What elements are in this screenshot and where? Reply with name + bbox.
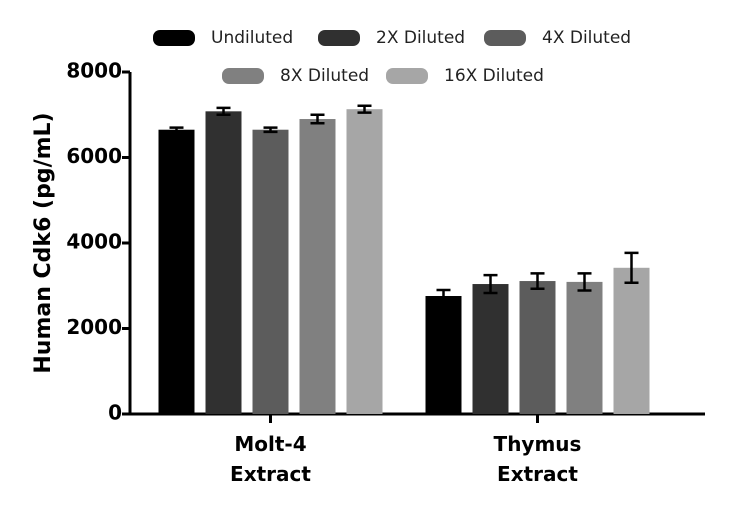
error-bar [216, 106, 231, 116]
error-bar [624, 251, 639, 285]
legend-label: Undiluted [211, 28, 293, 48]
legend-label: 4X Diluted [542, 28, 631, 48]
legend-swatch [222, 68, 264, 84]
bar [425, 296, 462, 414]
bar [519, 281, 556, 414]
y-tick-label: 2000 [66, 315, 122, 339]
legend-swatch [484, 30, 526, 46]
y-axis-label: Human Cdk6 (pg/mL) [31, 112, 56, 373]
y-tick-label: 4000 [66, 230, 122, 254]
error-bar [310, 113, 325, 125]
error-bar [169, 126, 184, 134]
y-tick-label: 6000 [66, 144, 122, 168]
legend-label: 2X Diluted [376, 28, 465, 48]
error-bar [577, 272, 592, 292]
bar [205, 111, 242, 414]
y-tick-label: 0 [108, 401, 122, 425]
legend-swatch [153, 30, 195, 46]
error-bar [263, 126, 278, 134]
bar [566, 281, 603, 414]
legend-label: 16X Diluted [444, 66, 544, 86]
bar [472, 284, 509, 414]
bar [346, 109, 383, 414]
legend-swatch [386, 68, 428, 84]
legend-swatch [318, 30, 360, 46]
bar [158, 129, 195, 414]
legend-label: 8X Diluted [280, 66, 369, 86]
error-bar [436, 288, 451, 304]
y-tick-label: 8000 [66, 59, 122, 83]
error-bar [483, 273, 498, 295]
bar [299, 119, 336, 415]
error-bar [357, 104, 372, 114]
x-tick-label: Thymus Extract [494, 432, 582, 486]
bar [613, 267, 650, 414]
x-tick-label: Molt-4 Extract [230, 432, 311, 486]
error-bar [530, 272, 545, 290]
bar [252, 129, 289, 414]
